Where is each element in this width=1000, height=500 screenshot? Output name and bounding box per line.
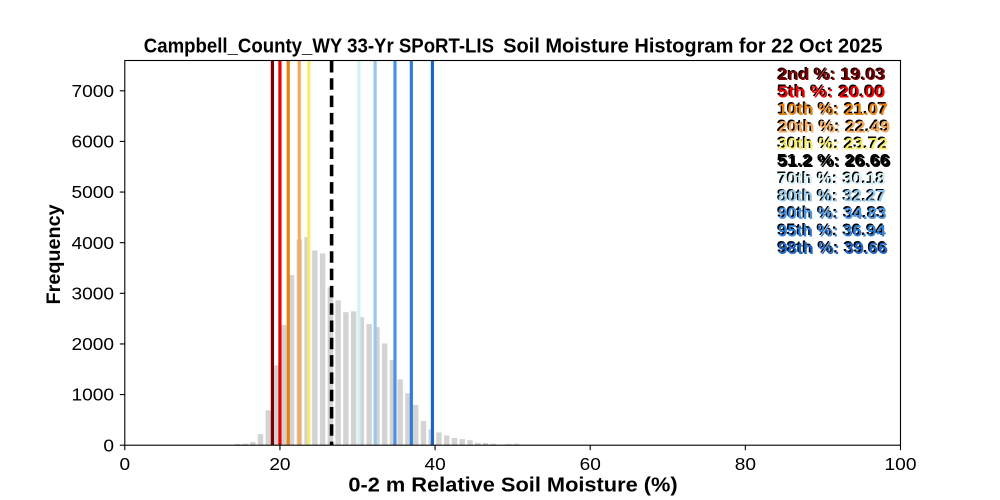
svg-text:Frequency: Frequency <box>43 204 65 304</box>
svg-text:10th %: 21.07: 10th %: 21.07 <box>778 100 888 119</box>
svg-text:6000: 6000 <box>72 132 115 152</box>
svg-text:5th %: 20.00: 5th %: 20.00 <box>777 81 884 100</box>
svg-text:10th %: 21.07: 10th %: 21.07 <box>777 99 887 118</box>
svg-text:98th %: 39.66: 98th %: 39.66 <box>777 237 887 256</box>
svg-text:90th %: 34.83: 90th %: 34.83 <box>778 204 887 223</box>
svg-text:95th %: 36.94: 95th %: 36.94 <box>778 221 887 240</box>
svg-text:80th %: 32.27: 80th %: 32.27 <box>777 185 885 204</box>
svg-text:0: 0 <box>120 454 131 474</box>
svg-text:80th %: 32.27: 80th %: 32.27 <box>778 187 886 206</box>
svg-text:95th %: 36.94: 95th %: 36.94 <box>777 220 886 239</box>
svg-text:30th %: 23.72: 30th %: 23.72 <box>777 133 887 152</box>
svg-text:7000: 7000 <box>72 81 115 101</box>
svg-text:98th %: 39.66: 98th %: 39.66 <box>778 239 888 258</box>
svg-text:Soil Moisture Histogram for 22: Soil Moisture Histogram for 22 Oct 2025 <box>503 36 882 58</box>
svg-text:3000: 3000 <box>72 283 115 303</box>
svg-text:5000: 5000 <box>72 182 115 202</box>
svg-text:Campbell_County_WY 33-Yr SPoRT: Campbell_County_WY 33-Yr SPoRT-LIS <box>144 36 494 58</box>
svg-text:2000: 2000 <box>72 334 115 354</box>
svg-text:5th %: 20.00: 5th %: 20.00 <box>778 83 885 102</box>
svg-text:0-2 m Relative Soil Moisture (: 0-2 m Relative Soil Moisture (%) <box>348 475 677 497</box>
svg-text:60: 60 <box>580 454 601 474</box>
svg-text:20th %: 22.49: 20th %: 22.49 <box>778 117 890 136</box>
svg-text:20th %: 22.49: 20th %: 22.49 <box>777 116 889 135</box>
svg-text:90th %: 34.83: 90th %: 34.83 <box>777 203 886 222</box>
svg-text:4000: 4000 <box>72 233 115 253</box>
svg-text:0: 0 <box>103 435 114 455</box>
svg-text:20: 20 <box>269 454 290 474</box>
svg-text:51.2 %: 26.66: 51.2 %: 26.66 <box>777 151 890 170</box>
svg-text:70th %: 30.18: 70th %: 30.18 <box>778 169 886 188</box>
svg-text:30th %: 23.72: 30th %: 23.72 <box>778 135 888 154</box>
svg-text:2nd %: 19.03: 2nd %: 19.03 <box>778 65 886 84</box>
svg-text:51.2 %: 26.66: 51.2 %: 26.66 <box>778 152 891 171</box>
svg-text:80: 80 <box>735 454 756 474</box>
svg-text:1000: 1000 <box>72 385 115 405</box>
svg-text:100: 100 <box>885 454 917 474</box>
svg-text:70th %: 30.18: 70th %: 30.18 <box>777 168 885 187</box>
svg-text:2nd %: 19.03: 2nd %: 19.03 <box>777 64 885 83</box>
svg-text:40: 40 <box>424 454 445 474</box>
